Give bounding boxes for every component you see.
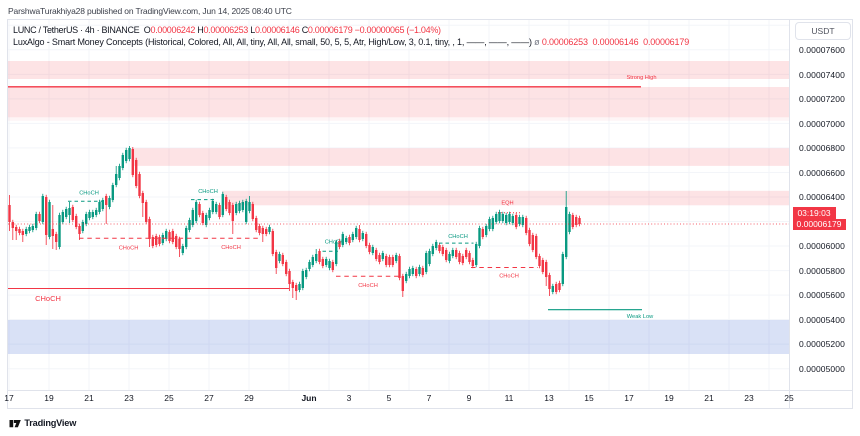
svg-text:CHoCH: CHoCH [79,191,99,197]
svg-text:EQH: EQH [501,200,513,206]
svg-text:CHoCH: CHoCH [198,189,218,195]
svg-text:CHoCH: CHoCH [35,294,61,303]
svg-text:CHoCH: CHoCH [499,274,519,280]
svg-text:CHoCH: CHoCH [325,240,345,246]
svg-text:Strong High: Strong High [626,75,656,81]
svg-text:CHoCH: CHoCH [119,246,139,252]
svg-text:CHoCH: CHoCH [448,234,468,240]
svg-text:Weak Low: Weak Low [627,314,654,320]
svg-text:CHoCH: CHoCH [358,283,378,289]
svg-text:CHoCH: CHoCH [221,245,241,251]
